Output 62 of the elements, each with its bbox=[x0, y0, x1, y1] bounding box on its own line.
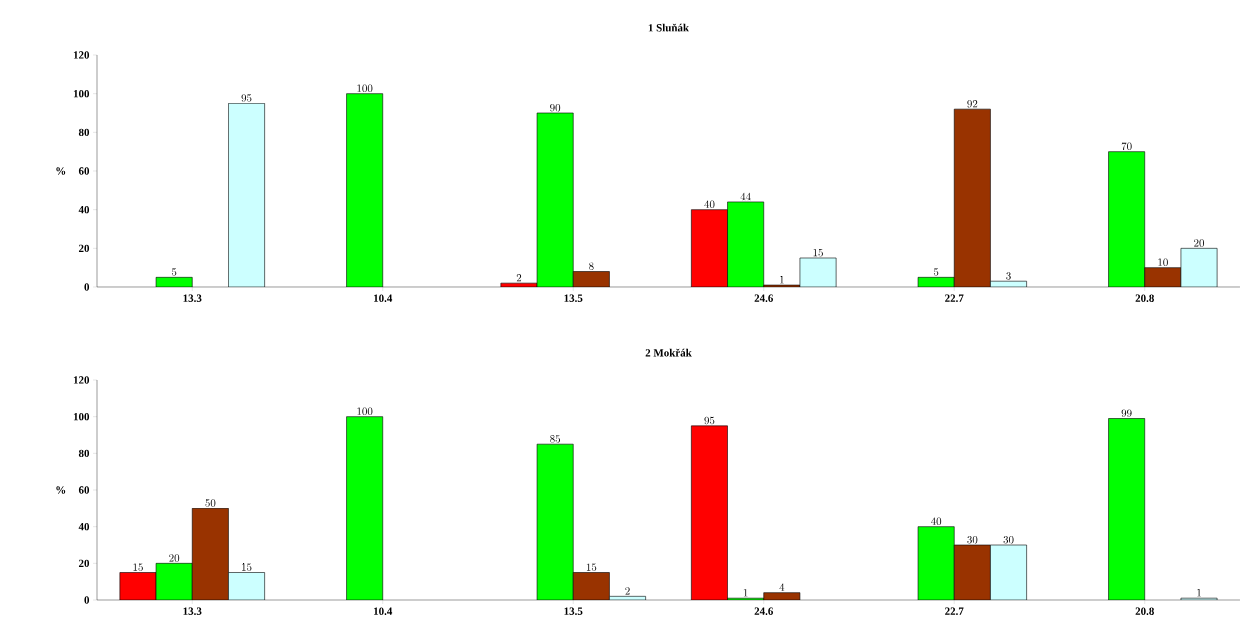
y-tick-label: 20 bbox=[78, 244, 90, 253]
x-tick-label: 13.3 bbox=[183, 607, 202, 615]
data-label: 100 bbox=[357, 84, 373, 93]
y-tick-label: 0 bbox=[84, 596, 90, 604]
x-tick-label: 13.5 bbox=[564, 294, 583, 302]
x-tick-label: 22.7 bbox=[945, 607, 964, 615]
data-label: 99 bbox=[1121, 409, 1132, 417]
y-tick-label: 120 bbox=[73, 376, 90, 384]
y-tick-label: 100 bbox=[73, 89, 90, 98]
data-label: 20 bbox=[169, 554, 180, 562]
x-tick-label: 10.4 bbox=[374, 607, 393, 615]
y-tick-label: 60 bbox=[78, 167, 90, 175]
y-tick-label: 80 bbox=[78, 449, 90, 458]
data-label: 50 bbox=[205, 499, 216, 507]
data-label: 15 bbox=[586, 563, 597, 571]
x-tick-label: 22.7 bbox=[945, 294, 964, 302]
chart-title: 2 Mokřák bbox=[645, 348, 692, 357]
y-tick-label: 40 bbox=[78, 205, 90, 214]
y-tick-label: 20 bbox=[78, 559, 90, 568]
y-tick-label: 60 bbox=[78, 486, 90, 494]
y-axis-title: % bbox=[56, 486, 66, 494]
data-label: 92 bbox=[967, 100, 978, 108]
x-tick-label: 13.3 bbox=[183, 294, 202, 302]
data-label: 15 bbox=[813, 248, 823, 257]
data-label: 40 bbox=[704, 200, 715, 209]
data-label: 90 bbox=[550, 103, 561, 112]
x-tick-label: 24.6 bbox=[754, 294, 773, 302]
data-label: 5 bbox=[933, 268, 939, 276]
data-label: 100 bbox=[357, 407, 373, 416]
data-label: 15 bbox=[133, 563, 143, 571]
data-label: 8 bbox=[589, 262, 594, 270]
chart-title: 1 Sluňák bbox=[648, 23, 690, 32]
x-tick-label: 20.8 bbox=[1135, 607, 1154, 615]
data-label: 40 bbox=[930, 517, 942, 526]
data-label: 15 bbox=[242, 563, 252, 571]
data-label: 44 bbox=[740, 192, 751, 201]
y-tick-label: 0 bbox=[84, 283, 90, 291]
data-label: 70 bbox=[1121, 142, 1132, 151]
data-label: 30 bbox=[967, 535, 978, 544]
y-axis-title: % bbox=[56, 167, 66, 175]
data-label: 1 bbox=[1197, 589, 1201, 597]
data-label: 1 bbox=[780, 276, 784, 284]
y-tick-label: 40 bbox=[78, 522, 90, 531]
y-tick-label: 120 bbox=[73, 51, 90, 59]
data-label: 95 bbox=[241, 94, 252, 102]
data-label: 1 bbox=[743, 589, 748, 597]
data-label: 95 bbox=[704, 416, 715, 425]
data-label: 2 bbox=[625, 587, 630, 595]
data-label: 30 bbox=[1003, 535, 1014, 544]
data-label: 10 bbox=[1158, 258, 1168, 267]
data-label: 5 bbox=[171, 268, 177, 276]
x-tick-label: 24.6 bbox=[754, 607, 773, 615]
data-label: 2 bbox=[516, 274, 522, 282]
data-label: 3 bbox=[1006, 272, 1011, 280]
y-tick-label: 80 bbox=[78, 128, 90, 137]
x-tick-label: 13.5 bbox=[564, 607, 583, 615]
y-tick-label: 100 bbox=[73, 412, 90, 421]
x-tick-label: 20.8 bbox=[1135, 294, 1154, 302]
data-label: 85 bbox=[550, 435, 561, 443]
x-tick-label: 10.4 bbox=[374, 294, 393, 302]
data-label: 20 bbox=[1194, 239, 1205, 247]
data-label: 4 bbox=[779, 583, 785, 591]
